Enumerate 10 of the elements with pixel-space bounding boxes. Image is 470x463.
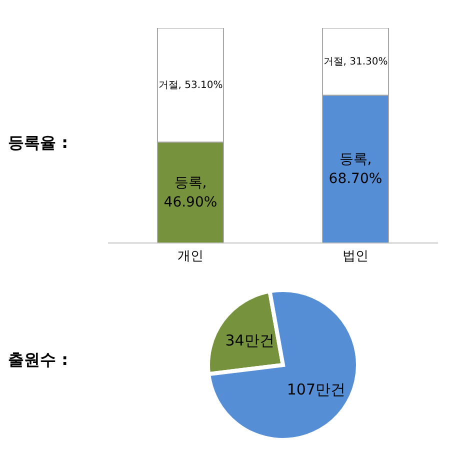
text: 출원수 : [8, 350, 69, 371]
data-label: 거절, 53.10% [158, 80, 223, 91]
data-label: 등록, 46.90% [164, 174, 218, 210]
data-label: 등록, 68.70% [328, 151, 382, 187]
x-tick-label: 법인 [342, 249, 368, 264]
x-tick-label: 개인 [178, 249, 204, 264]
data-label: 34만건 [225, 332, 274, 350]
data-label: 거절, 31.30% [323, 56, 388, 68]
data-label: 107만건 [286, 380, 346, 398]
text: 등록율 : [8, 132, 69, 154]
